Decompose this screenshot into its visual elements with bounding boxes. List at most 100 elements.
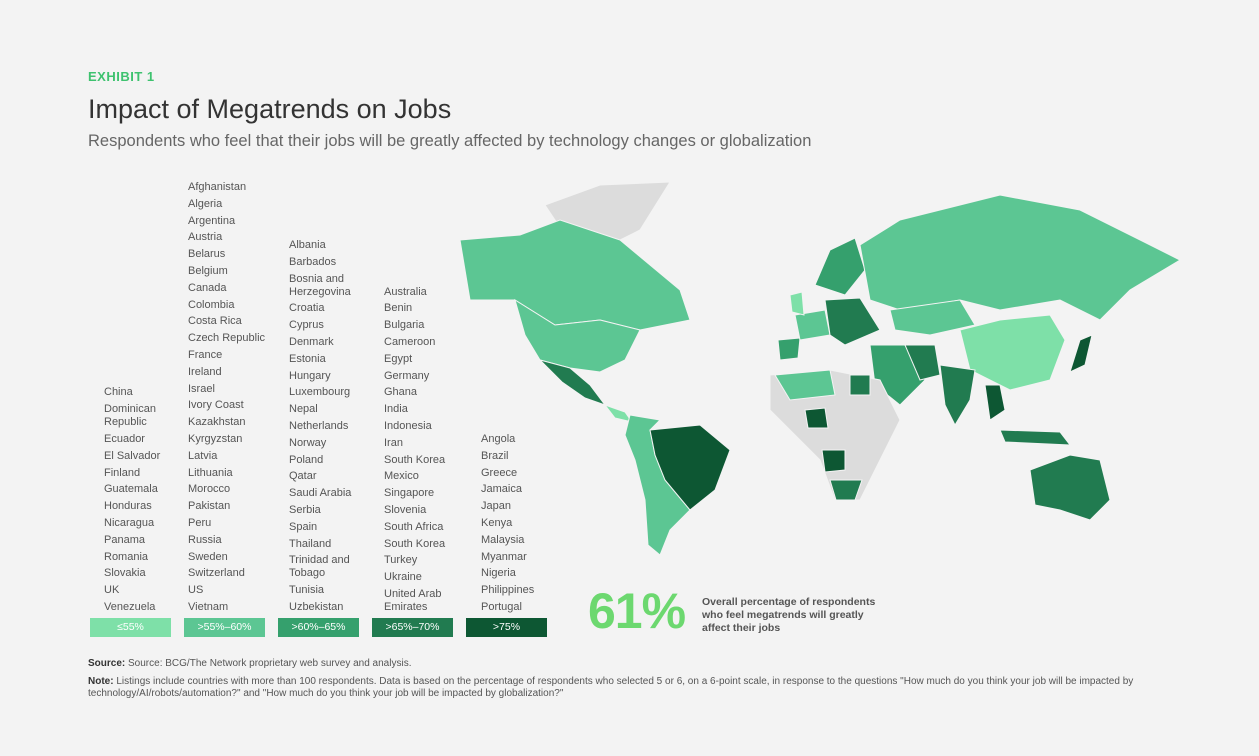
country-name: US [188, 584, 204, 597]
uk [789, 291, 805, 316]
australia [1029, 454, 1111, 521]
legend-box: >60%–65% [278, 618, 359, 637]
country-name: Nigeria [481, 567, 516, 580]
callout-text: Overall percentage of respondents who fe… [702, 596, 876, 634]
country-name: Ivory Coast [188, 399, 244, 412]
country-name: Australia [384, 285, 427, 298]
country-name: Czech Republic [188, 332, 266, 345]
country-name: Austria [188, 231, 223, 244]
country-name: Singapore [384, 487, 435, 500]
country-column: China Dominican Republic Ecuador El Salvado… [104, 383, 190, 614]
country-name: Uzbekistan [289, 601, 344, 613]
us [514, 298, 641, 373]
indonesia [999, 429, 1072, 446]
country-name: Japan [481, 500, 511, 513]
country-name: Morocco [188, 483, 231, 496]
country-name: Kazakhstan [188, 416, 246, 429]
country-name: Kenya [481, 517, 513, 530]
country-name: Spain [289, 520, 318, 533]
country-name: Belarus [188, 248, 226, 261]
country-name: Myanmar [481, 550, 527, 563]
scandinavia [814, 237, 866, 296]
country-name: Lithuania [188, 466, 233, 479]
country-name: Angola [481, 433, 516, 446]
canada [459, 219, 691, 331]
exhibit-label: EXHIBIT 1 [88, 69, 155, 84]
country-name: South Africa [384, 520, 444, 533]
country-name: Ireland [188, 365, 222, 378]
country-name: Finland [104, 466, 141, 479]
country-name: Romania [104, 550, 149, 563]
country-name: Nicaragua [104, 517, 155, 530]
legend-box: >75% [466, 618, 547, 637]
source: Source: Source: BCG/The Network propriet… [88, 658, 411, 669]
country-name: Ghana [384, 386, 418, 399]
country-name: Pakistan [188, 500, 231, 513]
country-name: Brazil [481, 449, 509, 462]
country-name: Tunisia [289, 584, 325, 597]
country-name: Cameroon [384, 336, 436, 349]
country-name: Argentina [188, 214, 236, 227]
country-name: Kyrgyzstan [188, 433, 243, 446]
country-name: Slovakia [104, 567, 146, 580]
country-name: Bosnia and Herzegovina [289, 272, 351, 298]
country-name: Ukraine [384, 571, 422, 584]
country-name: Belgium [188, 265, 228, 278]
country-name: Mexico [384, 470, 419, 483]
source-text: Source: BCG/The Network proprietary web … [128, 658, 412, 669]
india [939, 364, 976, 427]
south-africa [829, 479, 863, 501]
egypt [849, 374, 871, 396]
country-name: Hungary [289, 369, 331, 382]
note-label: Note: [88, 676, 114, 687]
country-name: United Arab Emirates [384, 588, 442, 613]
country-name: Trinidad and Tobago [289, 554, 350, 580]
iberia [777, 337, 801, 361]
country-name: Honduras [104, 500, 152, 513]
country-name: South Korea [384, 453, 446, 466]
country-name: Russia [188, 533, 222, 546]
central-europe [824, 297, 881, 346]
country-name: Cyprus [289, 319, 324, 332]
country-name: Indonesia [384, 420, 432, 433]
country-column: Angola Brazil Greece Jamaica Japan Kenya Malay… [481, 429, 567, 614]
subtitle: Respondents who feel that their jobs wil… [88, 132, 812, 150]
nigeria [804, 407, 829, 429]
country-name: Venezuela [104, 601, 156, 613]
country-name: Latvia [188, 449, 218, 462]
title: Impact of Megatrends on Jobs [88, 94, 452, 124]
country-name: Israel [188, 382, 215, 395]
country-name: Slovenia [384, 504, 427, 517]
country-name: Costa Rica [188, 315, 242, 328]
country-name: Peru [188, 517, 212, 530]
country-name: Iran [384, 436, 403, 449]
country-name: Estonia [289, 352, 326, 365]
kazakhstan [889, 299, 976, 336]
country-name: Panama [104, 533, 145, 546]
note: Note: Listings include countries with mo… [88, 676, 1158, 700]
country-name: Guatemala [104, 483, 158, 496]
country-name: Saudi Arabia [289, 487, 352, 500]
country-name: Philippines [481, 584, 535, 597]
brazil [649, 424, 731, 511]
country-name: Portugal [481, 601, 522, 613]
country-name: Luxembourg [289, 386, 351, 399]
central-america [603, 403, 634, 423]
country-name: Netherlands [289, 420, 349, 433]
country-column: Albania Barbados Bosnia and Herzegovina Cro… [289, 235, 375, 614]
country-name: Dominican Republic [104, 403, 156, 429]
country-name: Benin [384, 302, 413, 315]
country-name: Denmark [289, 336, 334, 349]
country-name: Afghanistan [188, 181, 247, 194]
china [959, 314, 1066, 391]
country-name: Canada [188, 281, 227, 294]
country-name: Germany [384, 369, 430, 382]
country-name: Croatia [289, 302, 325, 315]
country-column: Afghanistan Algeria Argentina Austria Belaru… [188, 177, 274, 614]
country-name: Malaysia [481, 533, 525, 546]
country-name: Vietnam [188, 601, 229, 613]
country-name: Greece [481, 466, 518, 479]
country-name: Switzerland [188, 567, 245, 580]
